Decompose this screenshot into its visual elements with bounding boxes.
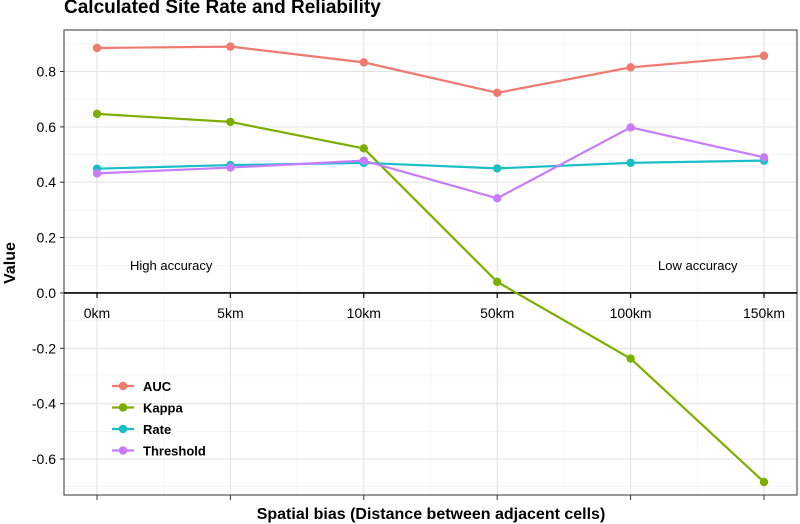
data-point-threshold (759, 153, 769, 162)
data-point-kappa (626, 354, 635, 363)
legend-key-dot-threshold (118, 446, 128, 455)
y-axis-title: Value (2, 242, 19, 284)
data-point-rate (493, 164, 502, 173)
labels: High accuracy Low accuracy Spatial bias … (2, 242, 738, 523)
data-point-kappa (226, 117, 235, 127)
legend-key-dot-rate (118, 424, 128, 434)
legend-label-threshold: Threshold (143, 444, 206, 459)
x-tick-label: 100km (610, 305, 652, 321)
data-point-auc (226, 42, 235, 51)
y-tick-label: -0.6 (32, 451, 56, 467)
data-point-threshold (626, 123, 635, 132)
data-point-threshold (226, 163, 235, 172)
data-point-auc (92, 43, 102, 53)
data-point-auc (759, 51, 769, 60)
axes: 0km 5km 10km 50km 100km 150km 0.8 0.6 0.4 0.2 0.0 -… (32, 29, 798, 500)
chart-title: Calculated Site Rate and Reliability (64, 0, 381, 18)
legend-key-dot-kappa (118, 403, 128, 412)
data-point-kappa (493, 277, 502, 287)
legend-label-kappa: Kappa (143, 401, 184, 416)
y-tick-label: 0.2 (37, 230, 57, 246)
series-line-rate (96, 159, 765, 170)
data-point-kappa (92, 109, 102, 119)
y-tick-label: 0.0 (37, 285, 57, 301)
data-point-kappa (759, 477, 769, 487)
annotation-low-accuracy: Low accuracy (658, 258, 738, 273)
x-tick-label: 0km (84, 305, 110, 321)
annotation-high-accuracy: High accuracy (130, 258, 213, 273)
x-tick-label: 50km (480, 305, 514, 321)
series-line-threshold (96, 126, 765, 200)
x-tick-label: 10km (347, 305, 381, 321)
legend-key-dot-auc (118, 381, 128, 391)
y-tick-label: -0.4 (32, 396, 56, 412)
legend: AUC Kappa Rate Threshold (112, 379, 206, 459)
y-tick-label: 0.8 (37, 64, 57, 80)
legend-label-rate: Rate (143, 422, 171, 437)
series (92, 42, 769, 487)
series-line-kappa (96, 112, 765, 483)
y-tick-label: -0.2 (32, 340, 56, 356)
x-tick-label: 5km (217, 305, 243, 321)
series-line-auc (96, 45, 765, 94)
plot-border (63, 29, 798, 496)
data-point-threshold (493, 194, 502, 203)
x-axis-title: Spatial bias (Distance between adjacent … (257, 506, 606, 523)
data-point-rate (626, 158, 635, 168)
data-point-auc (359, 58, 368, 67)
legend-label-auc: AUC (143, 379, 172, 394)
data-point-auc (493, 88, 502, 98)
y-tick-label: 0.6 (37, 119, 57, 135)
x-tick-label: 150km (743, 305, 785, 321)
data-point-kappa (359, 144, 368, 153)
data-point-threshold (359, 156, 368, 165)
y-tick-label: 0.4 (37, 174, 57, 190)
data-point-threshold (92, 169, 102, 178)
data-point-auc (626, 63, 635, 72)
